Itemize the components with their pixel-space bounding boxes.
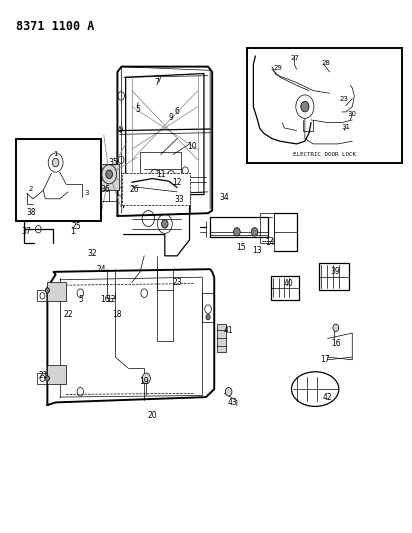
Circle shape	[206, 314, 210, 320]
Text: 1: 1	[54, 150, 58, 157]
Text: 2: 2	[29, 186, 33, 192]
Circle shape	[142, 373, 150, 384]
Bar	[260, 213, 274, 243]
Circle shape	[225, 387, 232, 396]
Text: 14: 14	[265, 238, 275, 247]
Text: 23: 23	[339, 95, 349, 102]
Bar	[47, 365, 66, 384]
Bar	[210, 217, 268, 237]
Circle shape	[45, 376, 49, 381]
Circle shape	[106, 170, 112, 179]
Text: 30: 30	[348, 111, 357, 117]
Text: 41: 41	[224, 326, 234, 335]
Text: 9: 9	[169, 113, 173, 122]
Text: 12: 12	[172, 179, 182, 187]
Text: 33: 33	[174, 196, 184, 204]
Circle shape	[234, 228, 240, 236]
Text: 36: 36	[100, 185, 110, 193]
Circle shape	[52, 158, 59, 167]
Text: 23: 23	[172, 278, 182, 287]
Circle shape	[162, 220, 168, 228]
Text: ELECTRIC DOOR LOCK: ELECTRIC DOOR LOCK	[293, 152, 356, 157]
Bar	[217, 324, 226, 352]
Text: 24: 24	[96, 265, 106, 273]
Text: 15: 15	[236, 244, 246, 252]
Text: 10: 10	[187, 142, 197, 151]
Text: 16: 16	[100, 295, 110, 304]
Circle shape	[251, 228, 258, 236]
Bar	[47, 282, 66, 301]
Text: 27: 27	[290, 54, 299, 61]
Text: 28: 28	[321, 60, 330, 66]
Circle shape	[301, 101, 309, 112]
Text: 16: 16	[331, 340, 341, 348]
Text: 20: 20	[147, 411, 157, 420]
Text: 18: 18	[112, 310, 122, 319]
Bar	[16, 139, 101, 221]
Bar	[140, 152, 181, 187]
Bar	[319, 263, 349, 290]
Text: 12: 12	[106, 295, 116, 304]
Text: 5: 5	[136, 105, 140, 114]
Text: 26: 26	[129, 185, 139, 193]
Circle shape	[45, 288, 49, 293]
Text: 17: 17	[321, 356, 330, 364]
Text: 6: 6	[175, 108, 180, 116]
Circle shape	[333, 324, 339, 332]
Bar	[247, 48, 402, 163]
Text: 8371 1100 A: 8371 1100 A	[16, 20, 95, 33]
Text: 19: 19	[139, 377, 149, 385]
Text: 25: 25	[71, 222, 81, 231]
Text: 32: 32	[88, 249, 98, 257]
Text: 40: 40	[283, 279, 293, 288]
Text: 39: 39	[331, 268, 341, 276]
Text: 29: 29	[274, 65, 283, 71]
Text: 11: 11	[156, 171, 166, 179]
Text: 7: 7	[154, 78, 159, 87]
Text: 43: 43	[228, 398, 238, 407]
Circle shape	[102, 165, 117, 184]
Text: 42: 42	[323, 393, 332, 401]
Text: 3: 3	[84, 190, 89, 196]
Bar	[32, 204, 48, 216]
Text: 1: 1	[70, 228, 75, 236]
Bar	[99, 164, 119, 190]
Text: 5: 5	[78, 295, 83, 304]
Text: 37: 37	[22, 228, 32, 236]
Bar	[122, 173, 190, 205]
Text: 34: 34	[220, 193, 229, 201]
Bar	[271, 276, 299, 300]
Text: 31: 31	[342, 124, 351, 130]
Bar	[202, 293, 214, 322]
Text: 21: 21	[38, 372, 48, 380]
Text: 13: 13	[253, 246, 262, 255]
Text: 38: 38	[26, 208, 36, 216]
Text: 4: 4	[117, 126, 122, 135]
Bar	[274, 213, 297, 251]
Text: 22: 22	[63, 310, 73, 319]
Text: 35: 35	[108, 158, 118, 167]
